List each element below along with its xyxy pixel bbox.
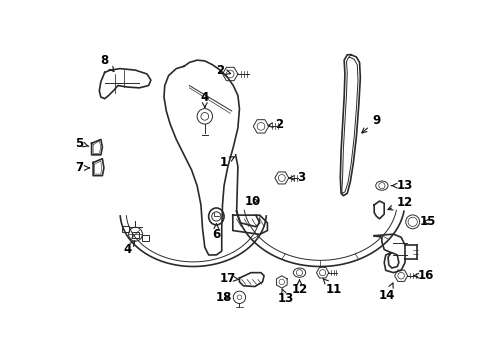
Text: 2: 2: [216, 64, 230, 77]
Text: 9: 9: [361, 114, 380, 133]
Text: 14: 14: [378, 283, 395, 302]
Text: 13: 13: [277, 289, 293, 305]
Text: 12: 12: [387, 196, 412, 210]
Text: 3: 3: [289, 171, 305, 184]
Text: 11: 11: [322, 278, 341, 296]
Text: 4: 4: [123, 241, 135, 256]
Text: 4: 4: [200, 91, 208, 107]
Text: 18: 18: [215, 291, 232, 304]
Text: 10: 10: [244, 194, 261, 208]
Text: 13: 13: [390, 179, 412, 192]
Text: 8: 8: [101, 54, 114, 72]
Text: 2: 2: [267, 118, 283, 131]
Text: 16: 16: [413, 269, 433, 282]
Text: 7: 7: [75, 161, 89, 175]
Text: 17: 17: [219, 271, 239, 284]
Text: 12: 12: [291, 280, 307, 296]
Text: 1: 1: [220, 156, 234, 169]
Text: 5: 5: [75, 137, 89, 150]
Text: 15: 15: [419, 215, 435, 228]
Text: 6: 6: [212, 224, 220, 240]
